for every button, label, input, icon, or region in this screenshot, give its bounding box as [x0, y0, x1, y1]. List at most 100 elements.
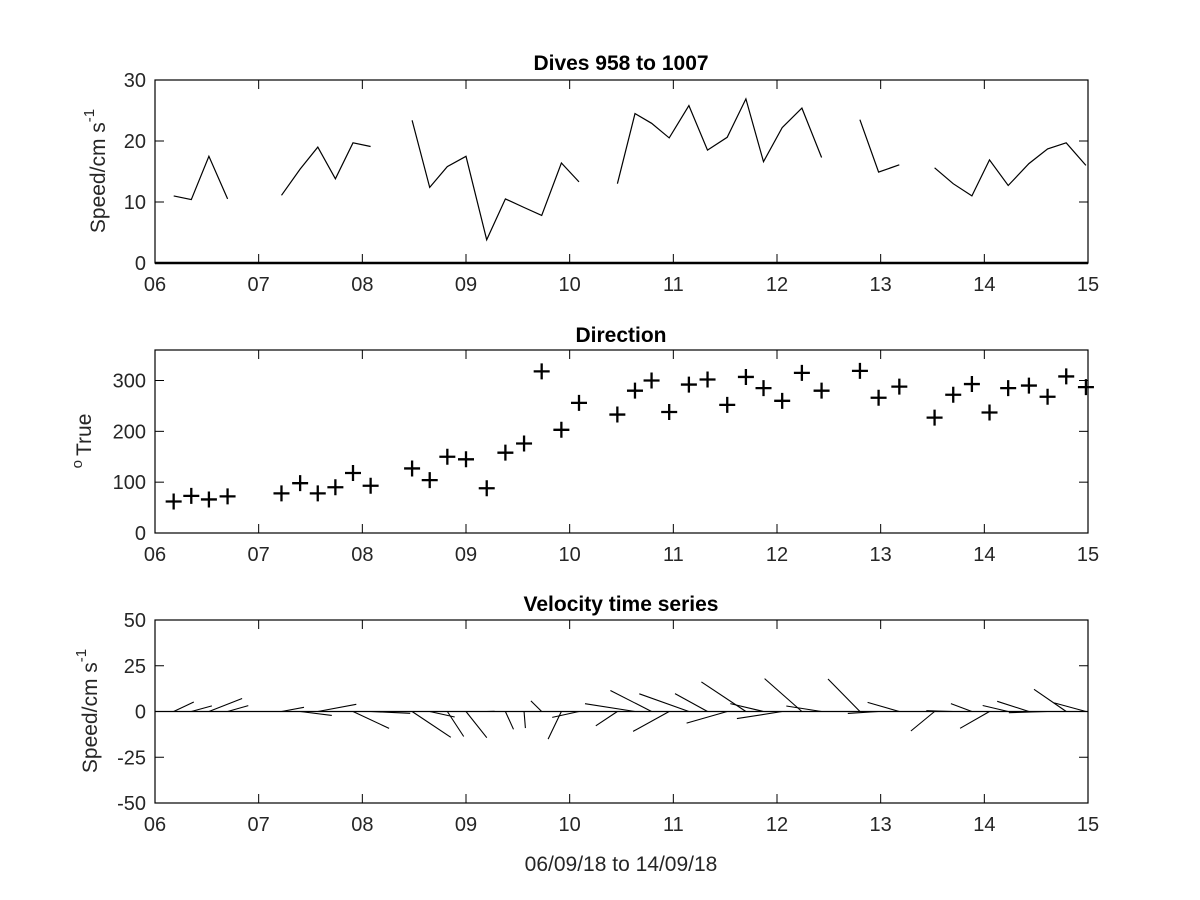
- velocity-ytick-label: 0: [135, 702, 146, 724]
- direction-point: [643, 372, 660, 389]
- velocity-xtick-label: 15: [1077, 814, 1099, 836]
- velocity-vector: [847, 710, 879, 714]
- velocity-vector: [982, 704, 1009, 713]
- direction-point: [183, 487, 200, 504]
- velocity-vector: [530, 700, 543, 712]
- velocity-vector: [674, 693, 708, 712]
- speed-xtick-label: 08: [351, 274, 373, 296]
- direction-point: [774, 392, 791, 409]
- velocity-panel: Velocity time series 06 07 08 09 10 11 12 13 14 1…: [73, 593, 1099, 876]
- direction-xtick-label: 07: [248, 544, 270, 566]
- direction-point: [680, 376, 697, 393]
- direction-ylabel-text: True: [73, 414, 96, 456]
- speed-ylabel-text: Speed/cm s: [87, 122, 110, 233]
- direction-point: [570, 394, 587, 411]
- velocity-vector: [764, 678, 803, 712]
- velocity-vector: [827, 678, 861, 712]
- direction-point: [458, 451, 474, 468]
- direction-point: [404, 460, 421, 477]
- velocity-ytick-label: -25: [117, 747, 146, 769]
- direction-xtick-label: 09: [455, 544, 477, 566]
- direction-ytick-label: 300: [113, 371, 146, 393]
- velocity-xlabel: 06/09/18 to 14/09/18: [525, 853, 718, 876]
- speed-line-segment: [859, 119, 900, 173]
- speed-xtick-label: 10: [559, 274, 581, 296]
- direction-point: [813, 382, 830, 399]
- direction-xtick-label: 10: [559, 544, 581, 566]
- velocity-xtick-label: 08: [351, 814, 373, 836]
- velocity-vector: [730, 703, 764, 713]
- velocity-vector: [786, 705, 822, 713]
- velocity-vector: [639, 693, 690, 713]
- direction-point: [626, 382, 643, 399]
- speed-ticks: 06 07 08 09 10 11 12 13 14 15 0 10 20 30: [124, 70, 1099, 296]
- direction-xtick-label: 08: [351, 544, 373, 566]
- direction-point: [1020, 377, 1037, 394]
- direction-point: [362, 477, 379, 494]
- direction-point: [851, 362, 868, 379]
- speed-line-segment: [411, 120, 580, 242]
- velocity-vector: [208, 697, 243, 713]
- direction-point: [200, 491, 217, 508]
- direction-point: [309, 485, 326, 502]
- direction-panel: Direction 06 07 08 09 10 11 12 13 14 15 0 100 200 300…: [69, 324, 1099, 566]
- direction-ticks: 06 07 08 09 10 11 12 13 14 15 0 100 200 300: [113, 350, 1099, 566]
- velocity-vector: [610, 690, 652, 712]
- direction-xtick-label: 06: [144, 544, 166, 566]
- velocity-vector: [504, 711, 515, 730]
- velocity-vector: [926, 710, 954, 713]
- speed-line-segment: [173, 154, 229, 201]
- direction-series: [165, 362, 1094, 510]
- direction-point: [963, 376, 980, 393]
- velocity-vector: [736, 710, 783, 720]
- velocity-xtick-label: 11: [663, 814, 684, 836]
- velocity-vector: [867, 701, 900, 713]
- direction-point: [478, 480, 495, 497]
- speed-title: Dives 958 to 1007: [533, 52, 708, 75]
- direction-xtick-label: 12: [766, 544, 788, 566]
- direction-point: [1058, 368, 1075, 385]
- velocity-series: [155, 678, 1088, 740]
- velocity-vector: [523, 711, 526, 729]
- speed-xtick-label: 13: [870, 274, 892, 296]
- direction-point: [219, 488, 236, 505]
- velocity-ytick-label: 50: [124, 610, 146, 632]
- direction-point: [165, 493, 182, 510]
- velocity-xtick-label: 13: [870, 814, 892, 836]
- direction-ytick-label: 100: [113, 472, 146, 494]
- speed-ytick-label: 30: [124, 70, 146, 92]
- velocity-ytick-label: 25: [124, 656, 146, 678]
- velocity-vector: [300, 710, 332, 716]
- velocity-ylabel-sup: -1: [73, 649, 90, 662]
- direction-ylabel-sup: o: [69, 460, 86, 468]
- direction-point: [719, 396, 736, 413]
- velocity-xtick-label: 06: [144, 814, 166, 836]
- velocity-vector: [950, 703, 973, 713]
- velocity-vector: [1054, 702, 1087, 713]
- direction-ytick-label: 200: [113, 421, 146, 443]
- direction-axes-frame: [154, 349, 1089, 534]
- velocity-vector: [552, 710, 580, 718]
- direction-point: [439, 448, 456, 465]
- speed-series: [155, 97, 1088, 265]
- direction-point: [945, 386, 962, 403]
- velocity-vector: [910, 711, 935, 732]
- direction-point: [699, 371, 716, 388]
- direction-xtick-label: 11: [663, 544, 684, 566]
- direction-point: [755, 380, 772, 397]
- speed-line-segment: [281, 142, 371, 196]
- velocity-vector: [173, 701, 195, 712]
- speed-ytick-label: 0: [135, 253, 146, 275]
- velocity-vector: [997, 700, 1030, 713]
- velocity-xtick-label: 09: [455, 814, 477, 836]
- speed-xtick-label: 07: [248, 274, 270, 296]
- velocity-vector: [317, 703, 357, 713]
- direction-point: [516, 435, 533, 452]
- velocity-vector: [959, 711, 990, 729]
- velocity-vector: [686, 710, 728, 724]
- direction-point: [1039, 388, 1056, 405]
- velocity-vector: [701, 681, 747, 712]
- velocity-vector: [191, 705, 213, 713]
- velocity-title: Velocity time series: [524, 593, 719, 616]
- direction-point: [793, 364, 810, 381]
